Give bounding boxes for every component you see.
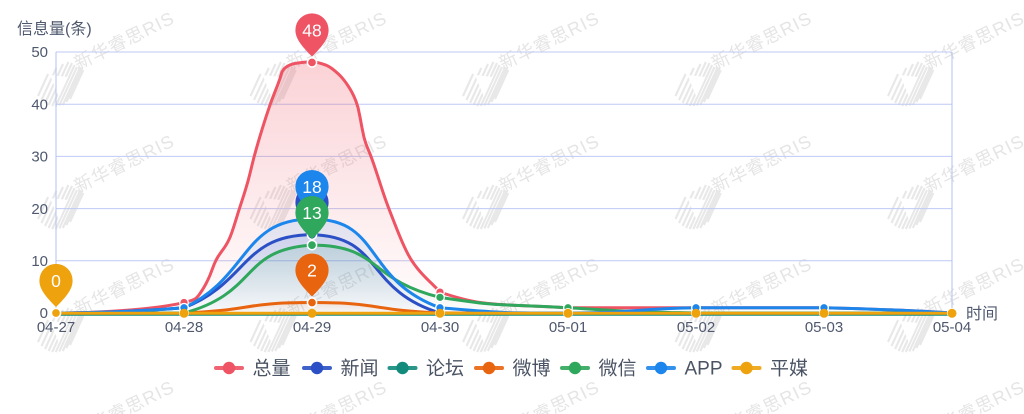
svg-text:05-03: 05-03 bbox=[805, 319, 843, 336]
svg-text:时间: 时间 bbox=[966, 305, 998, 323]
svg-text:平媒: 平媒 bbox=[770, 358, 808, 380]
svg-text:04-29: 04-29 bbox=[293, 319, 331, 336]
svg-text:总量: 总量 bbox=[253, 358, 291, 380]
svg-text:05-04: 05-04 bbox=[933, 319, 971, 336]
svg-text:微信: 微信 bbox=[599, 358, 637, 380]
svg-text:48: 48 bbox=[302, 20, 321, 40]
svg-text:18: 18 bbox=[302, 177, 321, 197]
svg-text:04-30: 04-30 bbox=[421, 319, 459, 336]
svg-text:0: 0 bbox=[40, 305, 48, 322]
svg-text:30: 30 bbox=[31, 149, 48, 166]
svg-text:20: 20 bbox=[31, 201, 48, 218]
svg-text:2: 2 bbox=[307, 260, 317, 280]
svg-text:信息量(条): 信息量(条) bbox=[17, 20, 92, 38]
svg-text:04-28: 04-28 bbox=[165, 319, 203, 336]
svg-text:论坛: 论坛 bbox=[426, 358, 464, 380]
svg-text:05-01: 05-01 bbox=[549, 319, 587, 336]
svg-text:微博: 微博 bbox=[513, 358, 551, 380]
svg-text:APP: APP bbox=[685, 359, 723, 380]
svg-text:04-27: 04-27 bbox=[37, 319, 75, 336]
svg-text:13: 13 bbox=[302, 203, 321, 223]
svg-text:05-02: 05-02 bbox=[677, 319, 715, 336]
svg-text:50: 50 bbox=[31, 44, 48, 61]
svg-text:0: 0 bbox=[51, 271, 61, 291]
svg-text:新闻: 新闻 bbox=[341, 358, 379, 380]
svg-text:10: 10 bbox=[31, 253, 48, 270]
svg-text:40: 40 bbox=[31, 96, 48, 113]
